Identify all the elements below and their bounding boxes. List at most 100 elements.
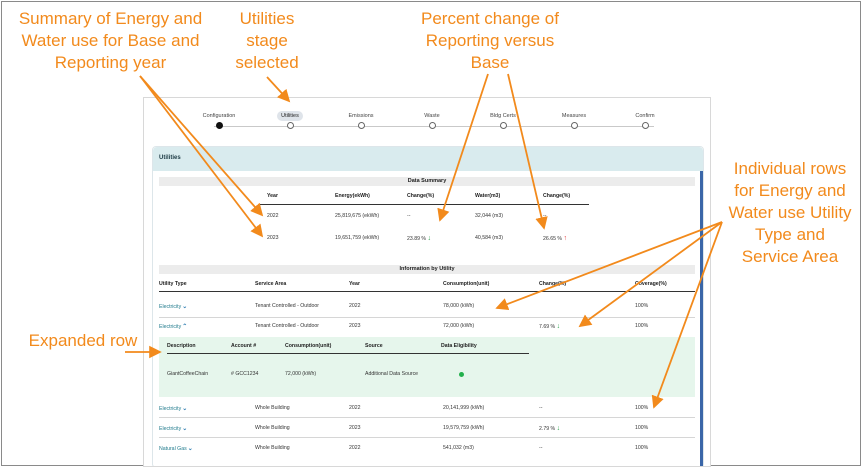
annotation-summary: Summary of Energy and Water use for Base… (18, 9, 203, 72)
step-waste[interactable]: Waste (392, 104, 472, 129)
utility-area: Tenant Controlled - Outdoor (255, 303, 320, 309)
utility-header-area: Service Area (255, 281, 287, 287)
summary-water: 40,584 (m3) (475, 235, 503, 241)
utility-area: Whole Building (255, 445, 290, 451)
app-screenshot: Configuration Utilities Emissions Waste … (143, 97, 711, 467)
summary-energy-change: 23.89 % ↓ (407, 235, 431, 242)
chevron-down-icon: ⌄ (182, 304, 188, 310)
summary-energy: 19,651,759 (ekWh) (335, 235, 380, 241)
summary-header-year: Year (267, 193, 278, 199)
step-dot (358, 122, 365, 129)
utility-change: -- (539, 405, 543, 411)
utility-coverage: 100% (635, 323, 649, 329)
stage-stepper: Configuration Utilities Emissions Waste … (144, 98, 710, 138)
step-label: Utilities (277, 111, 303, 121)
utility-coverage: 100% (635, 445, 649, 451)
annotation-utilities-stage: Utilities stage selected (235, 9, 299, 72)
summary-year: 2022 (267, 213, 279, 219)
panel-title: Utilities (153, 147, 703, 171)
utility-year: 2023 (349, 425, 361, 431)
expanded-row-detail: Description Account # Consumption(unit) … (159, 337, 695, 397)
utility-change: 7.69 % ↓ (539, 323, 561, 330)
chevron-up-icon: ⌃ (182, 324, 188, 330)
detail-header-consumption: Consumption(unit) (285, 343, 332, 349)
annotation-individual-rows: Individual rows for Energy and Water use… (728, 159, 852, 266)
utility-change: 2.79 % ↓ (539, 425, 561, 432)
utility-coverage: 100% (635, 405, 649, 411)
step-dot (287, 122, 294, 129)
utility-consumption: 78,000 (kWh) (443, 303, 475, 309)
summary-energy: 25,819,675 (ekWh) (335, 213, 380, 219)
detail-header-account: Account # (231, 343, 257, 349)
step-dot (571, 122, 578, 129)
utilities-panel: Utilities Data Summary Year Energy(ekWh)… (152, 146, 704, 466)
step-label: Measures (561, 113, 587, 119)
detail-source: Additional Data Source (365, 371, 419, 377)
summary-water-change: 26.65 % ↑ (543, 235, 567, 242)
step-label: Configuration (202, 113, 236, 119)
step-emissions[interactable]: Emissions (321, 104, 401, 129)
step-utilities[interactable]: Utilities (250, 104, 330, 129)
arrow-down-icon: ↓ (556, 425, 561, 432)
detail-consumption: 72,000 (kWh) (285, 371, 317, 377)
utility-header-consumption: Consumption(unit) (443, 281, 490, 287)
utility-header-type: Utility Type (159, 281, 187, 287)
detail-header-eligibility: Data Eligibility (441, 343, 477, 349)
utility-type-toggle[interactable]: Natural Gas⌄ (159, 446, 193, 452)
step-confirm[interactable]: Confirm (605, 104, 685, 129)
annotation-percent-change: Percent change of Reporting versus Base (421, 9, 559, 72)
utility-consumption: 19,579,759 (kWh) (443, 425, 485, 431)
utility-year: 2022 (349, 445, 361, 451)
summary-header-energy: Energy(ekWh) (335, 193, 370, 199)
summary-energy-change: -- (407, 213, 411, 219)
utility-header-coverage: Coverage(%) (635, 281, 667, 287)
summary-header-water: Water(m3) (475, 193, 501, 199)
utility-area: Whole Building (255, 405, 290, 411)
detail-header-source: Source (365, 343, 383, 349)
detail-description: GiantCoffeeChain (167, 371, 209, 377)
step-label: Emissions (348, 113, 374, 119)
arrow-down-icon: ↓ (427, 235, 432, 242)
utility-type-toggle[interactable]: Electricity⌄ (159, 304, 188, 310)
step-measures[interactable]: Measures (534, 104, 614, 129)
utility-header-divider (159, 291, 695, 292)
utility-coverage: 100% (635, 425, 649, 431)
detail-header-divider (167, 353, 529, 354)
summary-year: 2023 (267, 235, 279, 241)
row-divider (159, 437, 695, 438)
utility-year: 2022 (349, 405, 361, 411)
utility-year: 2022 (349, 303, 361, 309)
arrow-down-icon: ↓ (556, 323, 561, 330)
utility-consumption: 541,032 (m3) (443, 445, 474, 451)
step-label: Confirm (635, 113, 655, 119)
data-summary-title: Data Summary (159, 177, 695, 186)
step-label: Waste (424, 113, 440, 119)
utility-type-toggle[interactable]: Electricity⌃ (159, 324, 188, 330)
row-divider (159, 417, 695, 418)
utility-consumption: 72,000 (kWh) (443, 323, 475, 329)
summary-water-change: -- (543, 213, 547, 219)
eligibility-status-icon (459, 372, 464, 377)
scrollbar[interactable] (700, 171, 703, 466)
step-dot-complete (216, 122, 223, 129)
utility-type-toggle[interactable]: Electricity⌄ (159, 426, 188, 432)
detail-account: # GCC1234 (231, 371, 259, 377)
step-bldg-certs[interactable]: Bldg Certs (463, 104, 543, 129)
utility-header-year: Year (349, 281, 360, 287)
utility-consumption: 20,141,999 (kWh) (443, 405, 485, 411)
summary-header-divider (259, 204, 589, 205)
utility-info-title: Information by Utility (159, 265, 695, 274)
step-configuration[interactable]: Configuration (179, 104, 259, 129)
utility-area: Whole Building (255, 425, 290, 431)
summary-header-energy-change: Change(%) (407, 193, 435, 199)
step-dot (500, 122, 507, 129)
utility-change: -- (539, 445, 543, 451)
summary-water: 32,044 (m3) (475, 213, 503, 219)
chevron-down-icon: ⌄ (187, 446, 193, 452)
utility-header-change: Change(%) (539, 281, 567, 287)
detail-header-description: Description (167, 343, 196, 349)
chevron-down-icon: ⌄ (182, 426, 188, 432)
chevron-down-icon: ⌄ (182, 406, 188, 412)
row-divider (159, 317, 695, 318)
utility-type-toggle[interactable]: Electricity⌄ (159, 406, 188, 412)
